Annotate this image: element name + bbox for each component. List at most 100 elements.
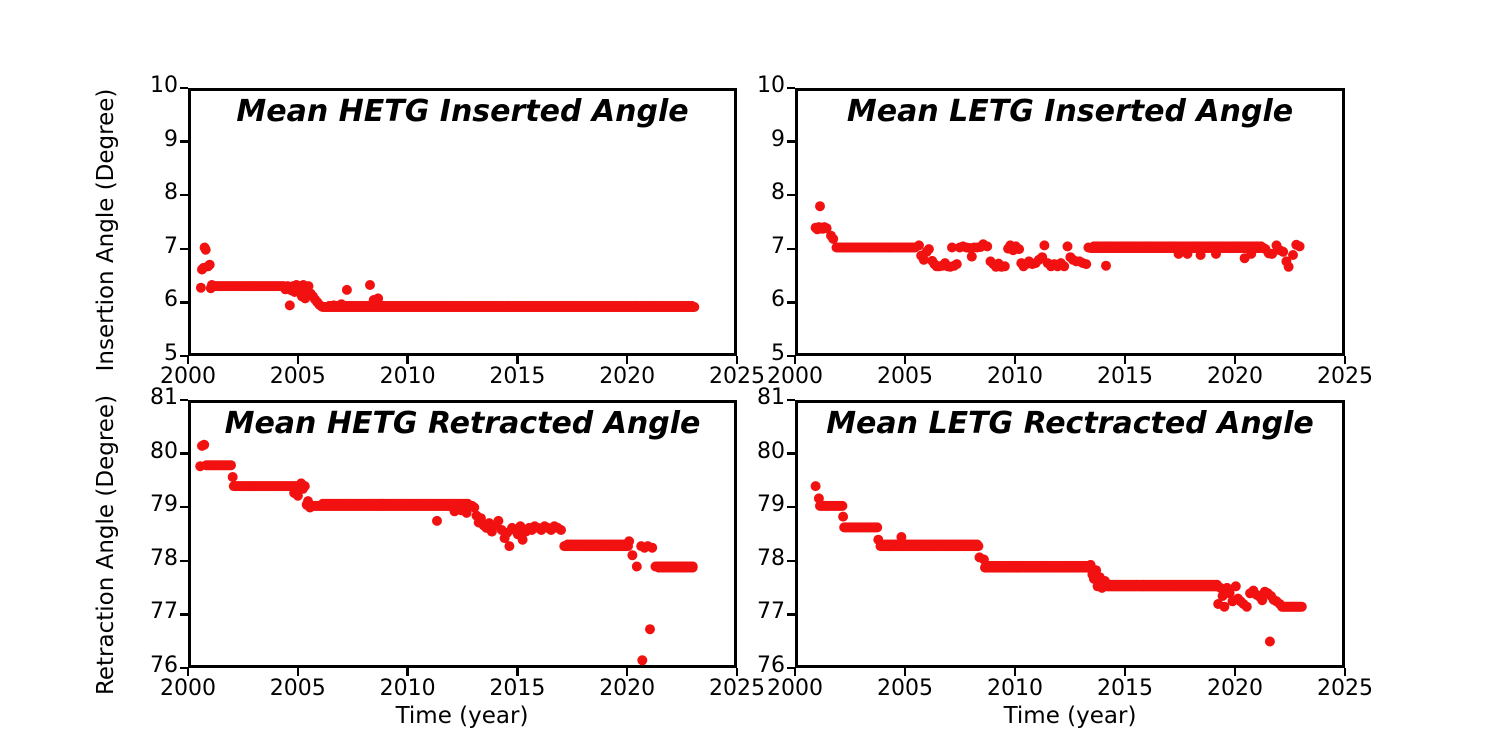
data-point	[999, 261, 1010, 272]
scatter-plot-hetg-retracted	[195, 439, 698, 666]
x-tick-mark	[296, 668, 300, 676]
data-point	[303, 281, 314, 292]
y-tick-mark	[180, 86, 188, 90]
y-tick-label: 79	[150, 492, 178, 518]
x-tick-mark	[903, 668, 907, 676]
y-tick-mark	[180, 398, 188, 402]
x-tick-label: 2015	[489, 364, 546, 389]
y-tick-mark	[180, 140, 188, 143]
data-point	[1059, 261, 1070, 272]
x-axis-title-right: Time (year)	[1003, 703, 1137, 729]
panel-mean-hetg-inserted: Mean HETG Inserted Angle	[188, 88, 737, 356]
data-point	[195, 282, 206, 293]
data-point	[517, 534, 528, 545]
y-tick-mark	[180, 301, 188, 304]
y-tick-label: 6	[771, 287, 785, 313]
data-point	[461, 507, 472, 518]
x-tick-label: 2015	[1097, 676, 1153, 701]
y-tick-mark	[787, 247, 795, 251]
y-tick-mark	[787, 86, 795, 90]
data-point	[837, 500, 848, 511]
x-tick-label: 2020	[599, 676, 656, 701]
y-tick-mark	[787, 354, 795, 358]
data-point	[200, 244, 211, 255]
data-point	[647, 542, 658, 553]
data-point	[978, 554, 989, 565]
y-tick-mark	[787, 452, 795, 455]
data-point	[951, 259, 962, 270]
y-tick-mark	[180, 613, 188, 616]
x-tick-mark	[296, 356, 300, 364]
x-tick-label: 2025	[1317, 364, 1373, 389]
y-tick-label: 6	[164, 287, 178, 313]
panel-mean-letg-rectracted: Mean LETG Rectracted Angle	[795, 400, 1345, 668]
y-tick-label: 7	[771, 233, 785, 259]
panel-title: Mean HETG Inserted Angle	[236, 94, 689, 129]
data-point	[204, 259, 215, 270]
y-tick-mark	[180, 505, 188, 509]
data-point	[226, 460, 236, 471]
data-point	[1102, 581, 1113, 592]
data-point	[966, 251, 977, 262]
y-tick-label: 77	[757, 599, 785, 625]
panel-mean-hetg-retracted: Mean HETG Retracted Angle	[188, 400, 737, 668]
y-tick-mark	[180, 247, 188, 251]
x-tick-mark	[1233, 356, 1237, 364]
x-tick-mark	[793, 356, 797, 364]
scatter-plot-letg-inserted	[810, 201, 1305, 272]
data-point	[206, 280, 217, 290]
data-point	[1195, 250, 1206, 260]
data-point	[556, 525, 566, 535]
data-point	[1173, 248, 1184, 259]
x-tick-label: 2005	[877, 364, 933, 389]
x-tick-mark	[1343, 668, 1347, 676]
x-tick-label: 2000	[160, 364, 216, 389]
x-tick-label: 2020	[1207, 676, 1263, 701]
data-point	[810, 481, 821, 492]
x-tick-mark	[735, 668, 739, 676]
data-point	[982, 241, 993, 252]
y-tick-label: 8	[771, 180, 785, 206]
y-tick-mark	[180, 452, 188, 455]
x-tick-mark	[903, 356, 907, 364]
data-point	[328, 300, 339, 311]
x-tick-label: 2025	[709, 364, 765, 389]
data-point	[1294, 241, 1305, 252]
x-tick-mark	[625, 668, 629, 676]
x-tick-label: 2020	[599, 364, 656, 389]
y-tick-label: 9	[164, 126, 178, 152]
x-tick-mark	[186, 668, 190, 676]
data-point	[305, 502, 315, 513]
y-tick-mark	[787, 398, 795, 402]
data-point	[838, 511, 849, 522]
x-tick-label: 2010	[379, 364, 436, 389]
x-tick-mark	[406, 356, 409, 364]
y-tick-label: 77	[150, 599, 178, 625]
x-tick-mark	[625, 356, 629, 364]
data-point	[316, 301, 327, 312]
data-point	[199, 439, 210, 450]
y-tick-label: 10	[757, 73, 785, 98]
x-tick-mark	[1123, 356, 1127, 364]
y-tick-mark	[180, 666, 188, 670]
data-point	[1283, 261, 1294, 272]
data-point	[1081, 259, 1092, 270]
data-point	[872, 522, 883, 533]
data-point	[292, 490, 303, 501]
data-point	[1224, 588, 1235, 599]
data-point	[1062, 241, 1073, 252]
x-tick-mark	[793, 668, 797, 676]
data-point	[1101, 260, 1111, 271]
x-tick-label: 2020	[1207, 364, 1263, 389]
y-tick-mark	[787, 559, 795, 563]
y-tick-mark	[787, 613, 795, 616]
data-point	[469, 502, 480, 513]
x-tick-mark	[735, 356, 739, 364]
y-tick-label: 81	[757, 385, 785, 410]
data-point	[624, 536, 635, 547]
x-tick-mark	[1233, 668, 1237, 676]
x-tick-mark	[1123, 668, 1127, 676]
y-tick-label: 10	[150, 73, 178, 98]
data-point	[195, 461, 206, 472]
